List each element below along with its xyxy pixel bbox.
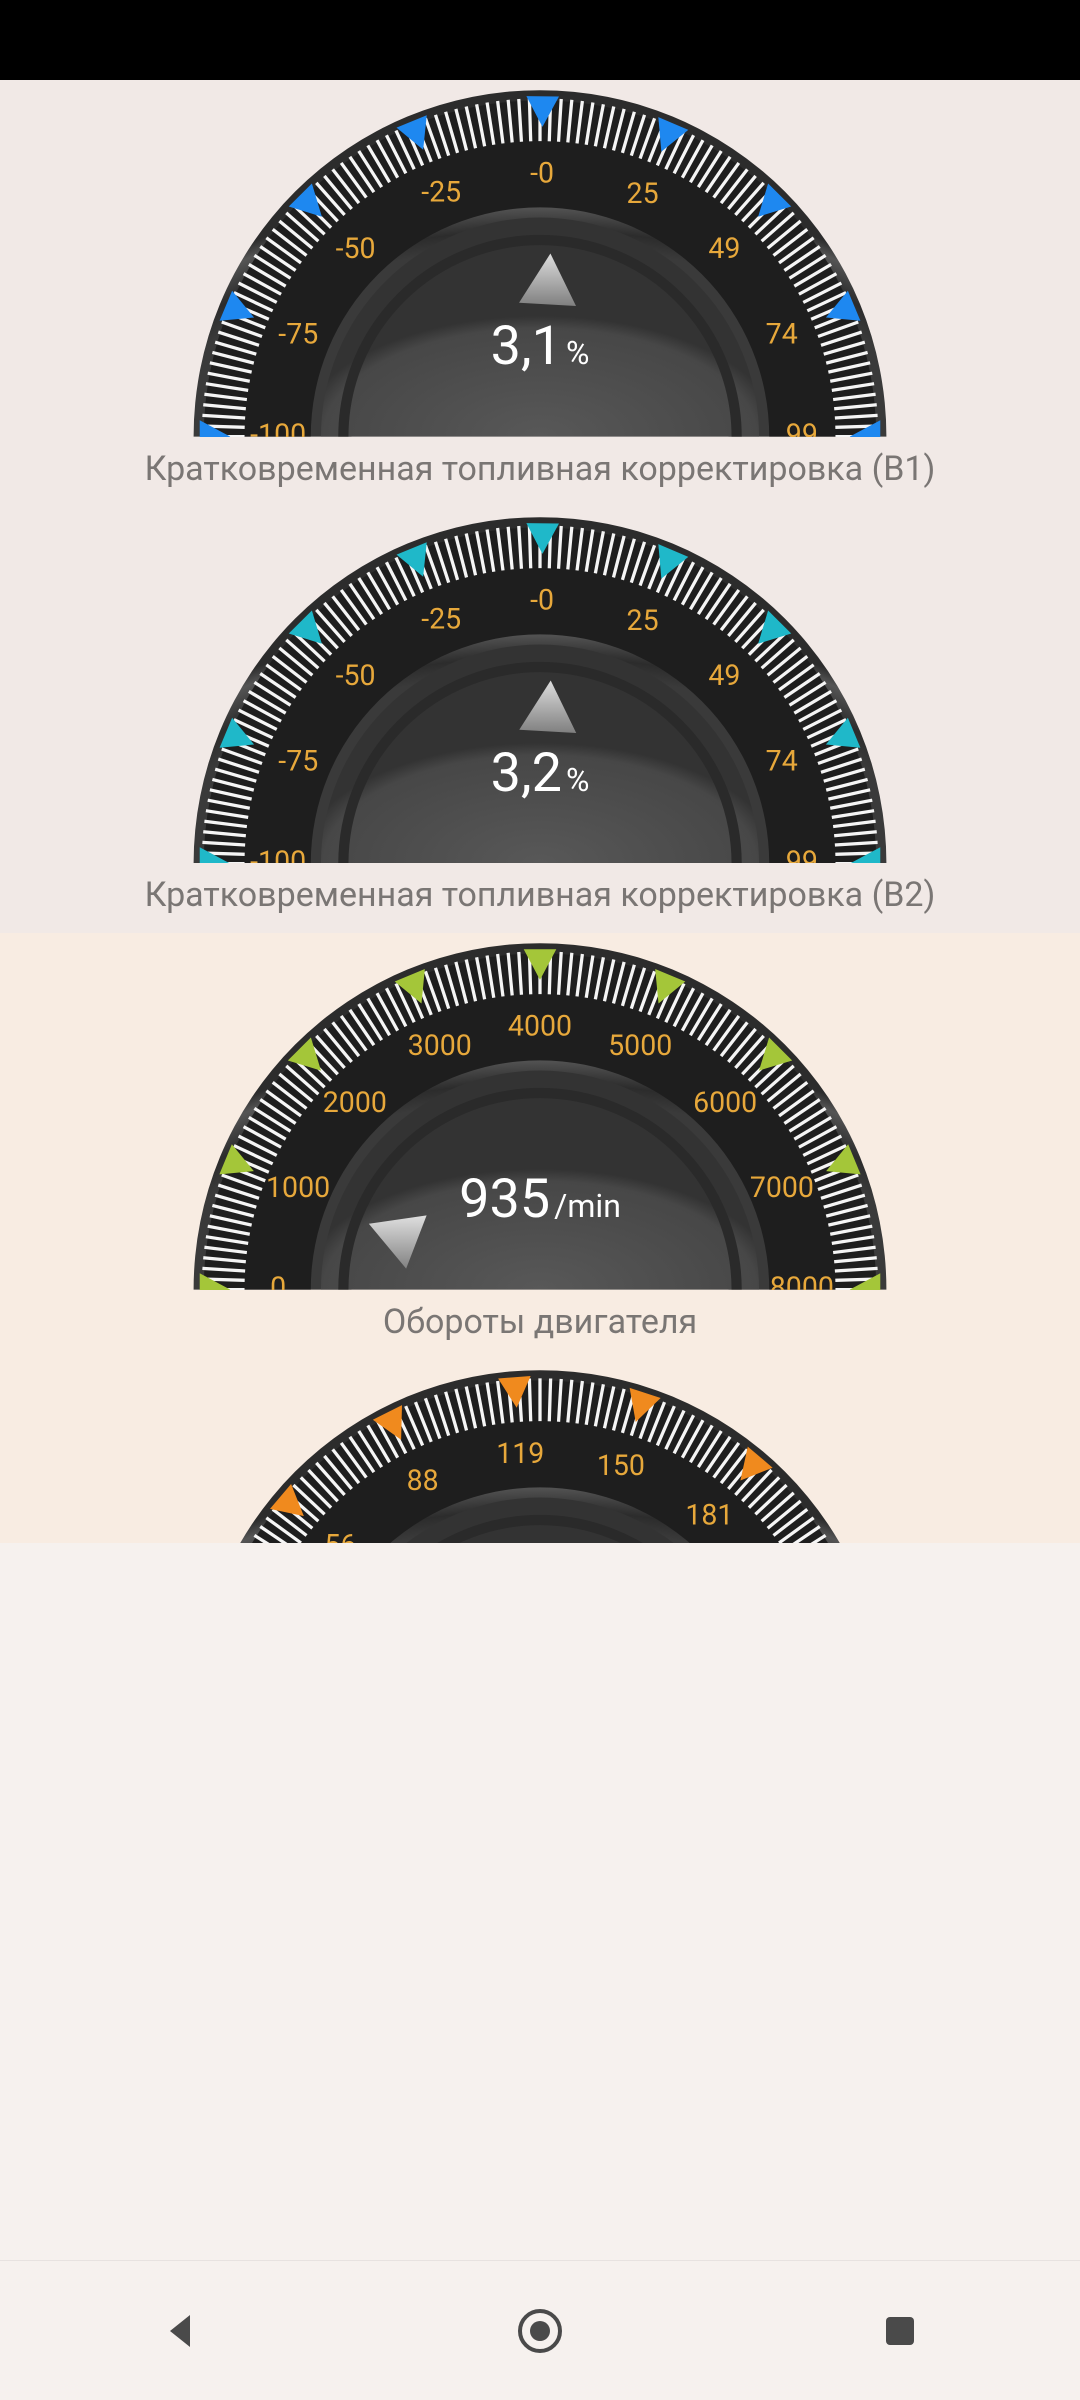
- svg-text:2000: 2000: [323, 1086, 387, 1119]
- gauge-gauge-4: 0255688119150181213244: [0, 1360, 1080, 1543]
- svg-text:181: 181: [685, 1498, 733, 1531]
- svg-text:49: 49: [708, 232, 740, 265]
- gauge-value-number: 3,1: [491, 315, 562, 378]
- svg-text:25: 25: [627, 177, 659, 210]
- gauge-title-rpm: Обороты двигателя: [0, 1290, 1080, 1360]
- gauge-title-fuel-trim-b1: Кратковременная топливная корректировка …: [0, 437, 1080, 507]
- navigation-bar: [0, 2260, 1080, 2400]
- gauge-block-fuel-trim-b1[interactable]: -100-75-50-25-0254974993,1%Кратковременн…: [0, 80, 1080, 507]
- svg-text:150: 150: [597, 1449, 645, 1482]
- svg-text:-0: -0: [530, 156, 554, 189]
- status-bar: [0, 0, 1080, 80]
- nav-back-button[interactable]: [140, 2291, 220, 2371]
- gauge-value-unit: %: [566, 761, 589, 799]
- nav-home-button[interactable]: [500, 2291, 580, 2371]
- svg-text:4000: 4000: [508, 1009, 572, 1042]
- gauge-value-unit: %: [566, 334, 589, 372]
- svg-text:99: 99: [786, 845, 818, 863]
- gauge-list: -100-75-50-25-0254974993,1%Кратковременн…: [0, 80, 1080, 2260]
- svg-text:-100: -100: [250, 845, 306, 863]
- svg-text:-50: -50: [336, 659, 376, 692]
- gauge-block-gauge-4[interactable]: 0255688119150181213244: [0, 1360, 1080, 1543]
- svg-text:0: 0: [270, 1271, 286, 1289]
- svg-text:6000: 6000: [693, 1086, 757, 1119]
- gauge-title-fuel-trim-b2: Кратковременная топливная корректировка …: [0, 863, 1080, 933]
- gauge-value-rpm: 935/min: [0, 1168, 1080, 1231]
- gauge-value-unit: /min: [554, 1187, 621, 1225]
- svg-text:-25: -25: [421, 602, 461, 635]
- svg-text:-50: -50: [336, 232, 376, 265]
- gauge-block-fuel-trim-b2[interactable]: -100-75-50-25-0254974993,2%Кратковременн…: [0, 507, 1080, 934]
- svg-text:3000: 3000: [408, 1029, 472, 1062]
- gauge-fuel-trim-b1: -100-75-50-25-025497499: [0, 80, 1080, 437]
- gauge-rpm: 010002000300040005000600070008000: [0, 933, 1080, 1290]
- svg-text:-25: -25: [421, 176, 461, 209]
- svg-text:-0: -0: [530, 583, 554, 616]
- gauge-value-number: 3,2: [491, 742, 562, 805]
- svg-text:56: 56: [324, 1528, 356, 1543]
- svg-text:49: 49: [708, 659, 740, 692]
- gauge-fuel-trim-b2: -100-75-50-25-025497499: [0, 507, 1080, 864]
- svg-text:88: 88: [407, 1464, 439, 1497]
- svg-text:-100: -100: [250, 418, 306, 436]
- gauge-value-fuel-trim-b2: 3,2%: [0, 742, 1080, 805]
- svg-text:99: 99: [786, 418, 818, 436]
- svg-text:8000: 8000: [770, 1271, 834, 1289]
- gauge-value-number: 935: [459, 1168, 550, 1231]
- svg-text:5000: 5000: [608, 1029, 672, 1062]
- svg-text:119: 119: [496, 1437, 544, 1470]
- gauge-block-rpm[interactable]: 010002000300040005000600070008000935/min…: [0, 933, 1080, 1360]
- gauge-value-fuel-trim-b1: 3,1%: [0, 315, 1080, 378]
- nav-recent-button[interactable]: [860, 2291, 940, 2371]
- svg-text:25: 25: [627, 604, 659, 637]
